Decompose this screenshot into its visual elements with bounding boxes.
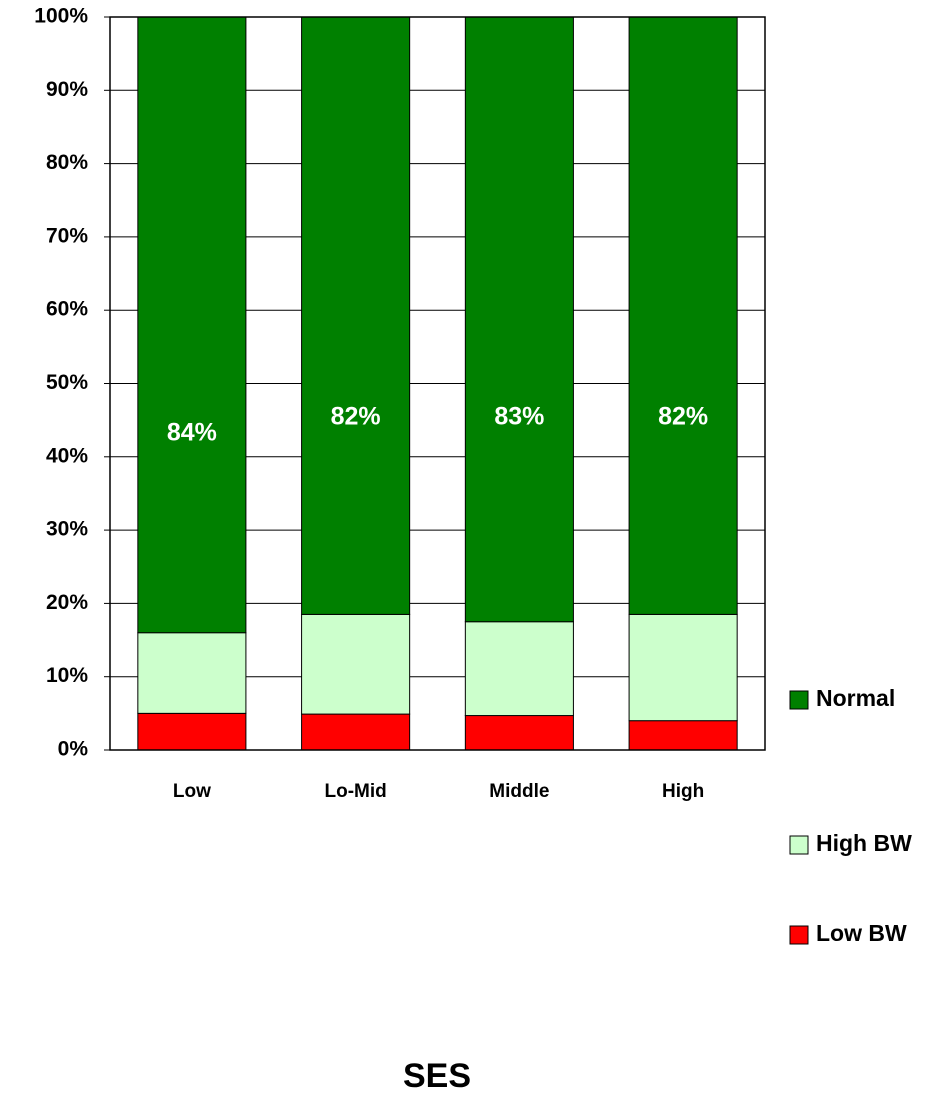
- bar-segment: [137, 712, 247, 751]
- y-tick-label: 30%: [46, 518, 88, 541]
- bar-segment: [137, 632, 247, 714]
- bar-segment: [301, 16, 411, 615]
- legend-label: Low BW: [816, 920, 907, 946]
- y-tick-label: 10%: [46, 664, 88, 687]
- y-tick-label: 100%: [34, 5, 88, 28]
- bar-segment: [301, 713, 411, 751]
- data-label: 83%: [494, 403, 544, 431]
- y-tick-label: 80%: [46, 151, 88, 174]
- legend-swatch: [789, 925, 809, 945]
- bar-segment: [628, 16, 738, 615]
- data-label: 82%: [331, 403, 381, 431]
- y-tick-label: 0%: [58, 738, 89, 761]
- x-tick-label: High: [662, 781, 704, 802]
- bar-segment: [464, 715, 574, 751]
- x-tick-label: Middle: [489, 781, 549, 802]
- bar-segment: [464, 621, 574, 717]
- y-tick-label: 90%: [46, 78, 88, 101]
- legend-label: Normal: [816, 685, 895, 711]
- bar-segment: [301, 613, 411, 715]
- bar-segment: [628, 720, 738, 751]
- data-label: 84%: [167, 419, 217, 447]
- legend-swatch: [789, 835, 809, 855]
- x-tick-label: Lo-Mid: [324, 781, 386, 802]
- legend-label: High BW: [816, 830, 912, 856]
- legend-swatch: [789, 690, 809, 710]
- plot-border: [109, 16, 766, 751]
- bar-segment: [137, 16, 247, 634]
- y-tick-label: 20%: [46, 591, 88, 614]
- x-tick-label: Low: [173, 781, 211, 802]
- y-tick-label: 60%: [46, 298, 88, 321]
- y-tick-label: 40%: [46, 444, 88, 467]
- data-label: 82%: [658, 403, 708, 431]
- bar-segment: [464, 16, 574, 623]
- y-tick-label: 70%: [46, 224, 88, 247]
- x-axis-label: SES: [403, 1057, 471, 1095]
- y-tick-label: 50%: [46, 371, 88, 394]
- bar-segment: [628, 613, 738, 722]
